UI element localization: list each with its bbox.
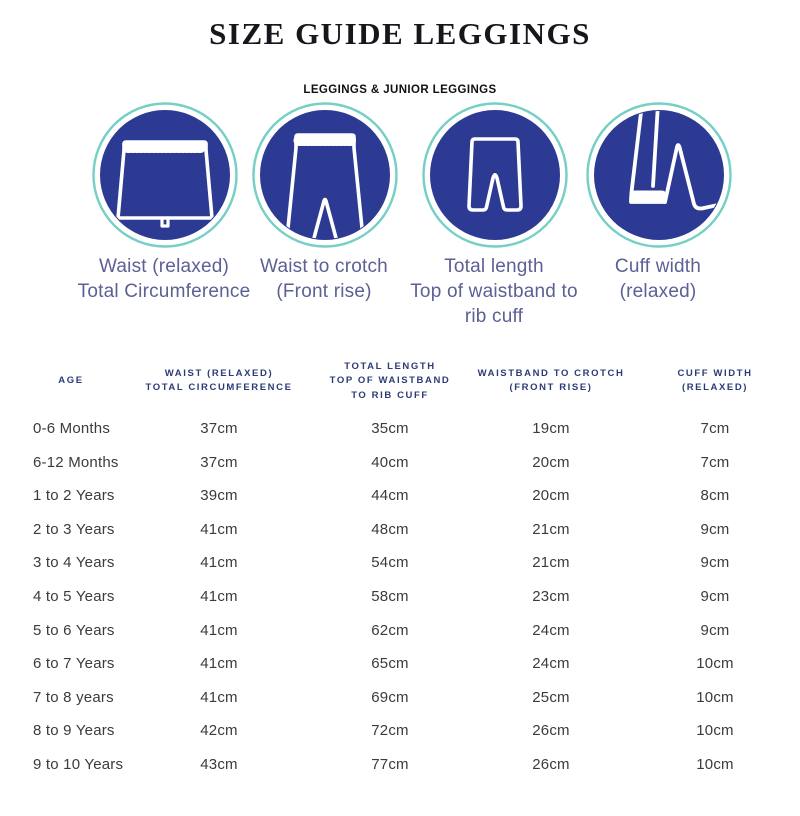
diagram-label-front-rise: Waist to crotch (Front rise) [260,256,388,303]
measurement-cell: 58cm [371,588,409,606]
measurement-cell: 24cm [532,621,570,639]
measurement-cell: 21cm [532,554,570,572]
table-row: 1 to 2 Years 39cm 44cm 20cm 8cm [15,479,800,513]
header-total-length: TOTAL LENGTH TOP OF WAISTBAND TO RIB CUF… [329,361,451,401]
age-cell: 8 to 9 Years [33,722,115,740]
table-rows: 0-6 Months 37cm 35cm 19cm 7cm 6-12 Months 37cm… [15,412,800,782]
measurement-cell: 24cm [532,655,570,673]
table-row: 6-12 Months 37cm 40cm 20cm 7cm [15,445,800,479]
measurement-cell: 7cm [700,453,730,471]
table-row: 9 to 10 Years 43cm 77cm 26cm 10cm [15,748,800,782]
measurement-cell: 26cm [532,722,570,740]
age-cell: 5 to 6 Years [33,621,115,639]
measurement-cell: 9cm [700,588,730,606]
measurement-cell: 41cm [200,588,238,606]
table-row: 2 to 3 Years 41cm 48cm 21cm 9cm [15,513,800,547]
header-age: AGE [58,375,84,387]
measurement-cell: 69cm [371,688,409,706]
measurement-cell: 48cm [371,520,409,538]
age-cell: 3 to 4 Years [33,554,115,572]
page-subtitle: LEGGINGS & JUNIOR LEGGINGS [303,84,497,96]
measurement-cell: 41cm [200,688,238,706]
measurement-cell: 62cm [371,621,409,639]
measurement-cell: 65cm [371,655,409,673]
leggings-total-length-icon [420,100,570,250]
measurement-cell: 41cm [200,655,238,673]
measurement-cell: 37cm [200,420,238,438]
age-cell: 4 to 5 Years [33,588,115,606]
diagram-label-total-length: Total length Top of waistband to rib cuf… [410,256,578,328]
table-row: 6 to 7 Years 41cm 65cm 24cm 10cm [15,647,800,681]
measurement-cell: 10cm [696,688,734,706]
table-row: 4 to 5 Years 41cm 58cm 23cm 9cm [15,580,800,614]
measurement-cell: 35cm [371,420,409,438]
measurement-cell: 10cm [696,722,734,740]
age-cell: 2 to 3 Years [33,520,115,538]
measurement-cell: 9cm [700,621,730,639]
measurement-cell: 10cm [696,755,734,773]
age-cell: 6-12 Months [33,453,119,471]
diagram-label-cuff-width: Cuff width (relaxed) [614,256,702,303]
measurement-cell: 8cm [700,487,730,505]
measurement-cell: 39cm [200,487,238,505]
measurement-cell: 9cm [700,520,730,538]
leggings-cuff-icon [584,100,734,250]
age-cell: 9 to 10 Years [33,755,124,773]
measurement-cell: 42cm [200,722,238,740]
measurement-cell: 77cm [371,755,409,773]
diagram-label-waist: Waist (relaxed) Total Circumference [77,256,251,303]
measurement-cell: 7cm [700,420,730,438]
leggings-waistband-icon [90,100,240,250]
measurement-cell: 40cm [371,453,409,471]
age-cell: 7 to 8 years [33,688,114,706]
measurement-cell: 41cm [200,554,238,572]
measurement-cell: 54cm [371,554,409,572]
leggings-front-rise-icon [250,100,400,250]
table-header-row: AGE WAIST (RELAXED) TOTAL CIRCUMFERENCE … [15,360,800,403]
measurement-cell: 20cm [532,453,570,471]
measurement-cell: 10cm [696,655,734,673]
measurement-cell: 72cm [371,722,409,740]
table-row: 0-6 Months 37cm 35cm 19cm 7cm [15,412,800,446]
header-front-rise: WAISTBAND TO CROTCH (FRONT RISE) [477,368,625,394]
size-table: AGE WAIST (RELAXED) TOTAL CIRCUMFERENCE … [0,360,800,781]
measurement-cell: 20cm [532,487,570,505]
measurement-cell: 44cm [371,487,409,505]
measurement-cell: 23cm [532,588,570,606]
header-waist: WAIST (RELAXED) TOTAL CIRCUMFERENCE [145,368,293,394]
age-cell: 1 to 2 Years [33,487,115,505]
measurement-cell: 41cm [200,621,238,639]
measurement-cell: 21cm [532,520,570,538]
age-cell: 0-6 Months [33,420,111,438]
page-title: SIZE GUIDE LEGGINGS [209,16,591,51]
measurement-cell: 41cm [200,520,238,538]
table-row: 7 to 8 years 41cm 69cm 25cm 10cm [15,681,800,715]
measurement-cell: 43cm [200,755,238,773]
measurement-cell: 19cm [532,420,570,438]
header-cuff-width: CUFF WIDTH (RELAXED) [677,368,753,394]
measurement-cell: 26cm [532,755,570,773]
measurement-diagrams: Waist (relaxed) Total Circumference Wais… [0,100,800,348]
table-row: 8 to 9 Years 42cm 72cm 26cm 10cm [15,714,800,748]
measurement-cell: 37cm [200,453,238,471]
table-row: 5 to 6 Years 41cm 62cm 24cm 9cm [15,613,800,647]
measurement-cell: 25cm [532,688,570,706]
age-cell: 6 to 7 Years [33,655,115,673]
table-row: 3 to 4 Years 41cm 54cm 21cm 9cm [15,546,800,580]
measurement-cell: 9cm [700,554,730,572]
